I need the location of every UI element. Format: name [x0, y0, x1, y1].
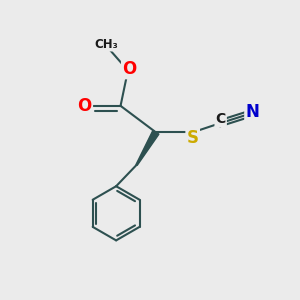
Text: N: N [245, 103, 260, 121]
Text: O: O [77, 97, 92, 115]
Polygon shape [136, 130, 159, 165]
Text: S: S [187, 129, 199, 147]
Text: CH₃: CH₃ [94, 38, 118, 50]
Text: O: O [122, 60, 136, 78]
Text: C: C [215, 112, 226, 126]
